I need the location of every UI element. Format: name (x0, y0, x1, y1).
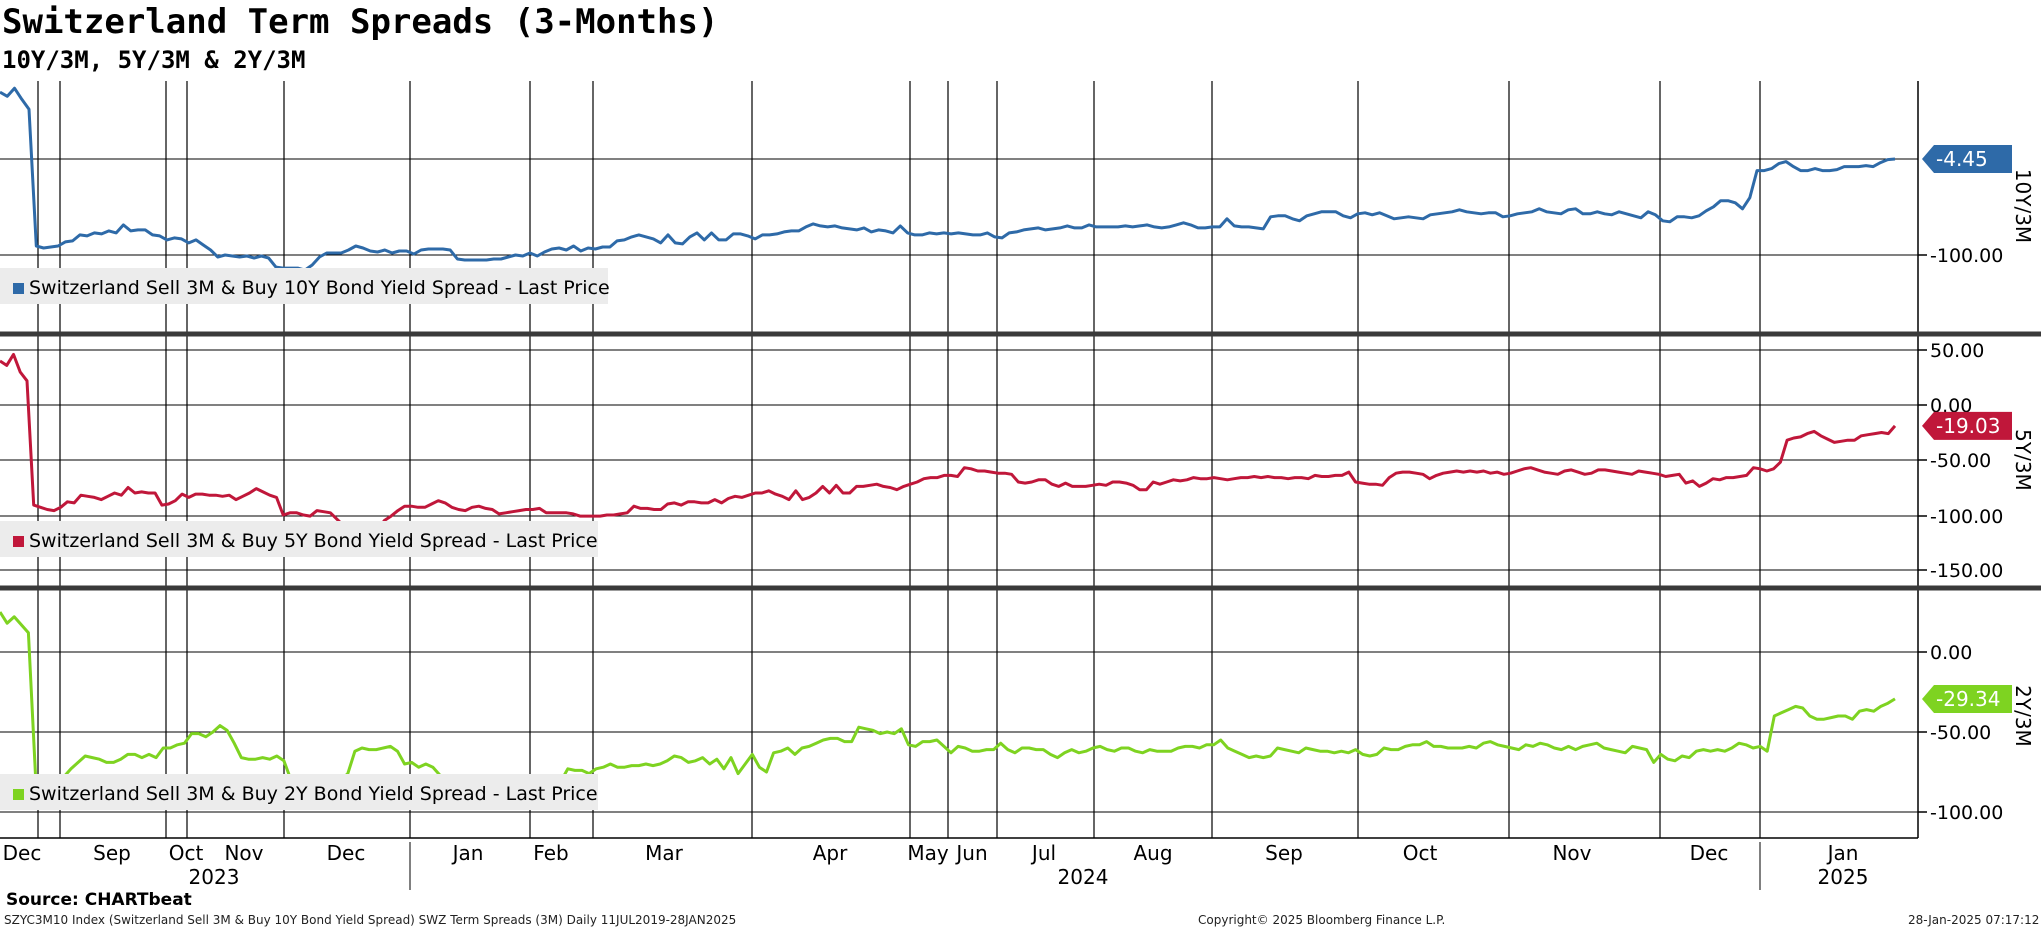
x-month-label-8: Apr (813, 841, 848, 865)
last-value-label-10y: -4.45 (1936, 147, 1988, 171)
legend-label-5y: Switzerland Sell 3M & Buy 5Y Bond Yield … (29, 530, 598, 552)
legend-box-5y (0, 521, 598, 557)
x-year-label-2: 2025 (1818, 865, 1869, 889)
y-tick-label-5y-0: 50.00 (1930, 340, 1984, 362)
x-month-label-17: Jan (1826, 841, 1859, 865)
x-month-label-14: Oct (1403, 841, 1438, 865)
x-month-label-5: Jan (451, 841, 484, 865)
series-line-5y (0, 352, 1897, 531)
chart-subtitle: 10Y/3M, 5Y/3M & 2Y/3M (2, 46, 306, 74)
x-month-label-16: Dec (1690, 841, 1729, 865)
axis-title-2y: 2Y/3M (2011, 685, 2035, 747)
source-label: Source: CHARTbeat (6, 890, 192, 910)
x-month-label-13: Sep (1265, 841, 1303, 865)
x-month-label-0: Dec (3, 841, 42, 865)
x-month-label-7: Mar (645, 841, 684, 865)
legend-swatch-2y (13, 789, 24, 800)
y-tick-label-2y-0: 0.00 (1930, 642, 1972, 664)
legend-box-2y (0, 774, 598, 810)
copyright: Copyright© 2025 Bloomberg Finance L.P. (1198, 913, 1446, 927)
x-month-label-12: Aug (1133, 841, 1172, 865)
axis-title-5y: 5Y/3M (2011, 429, 2035, 491)
x-month-label-3: Nov (224, 841, 263, 865)
x-month-label-4: Dec (327, 841, 366, 865)
x-month-label-6: Feb (533, 841, 568, 865)
x-month-label-15: Nov (1552, 841, 1591, 865)
legend-swatch-10y (13, 283, 24, 294)
last-value-tag-2y (1922, 684, 2012, 713)
y-tick-label-5y-4: -150.00 (1930, 560, 2003, 582)
x-month-label-9: May (907, 841, 949, 865)
x-month-label-1: Sep (93, 841, 131, 865)
last-value-tag-10y (1922, 145, 2012, 173)
x-month-label-2: Oct (169, 841, 204, 865)
x-month-label-11: Jul (1030, 841, 1056, 865)
index-info: SZYC3M10 Index (Switzerland Sell 3M & Bu… (4, 913, 737, 927)
y-tick-label-10y-0: -100.00 (1930, 245, 2003, 267)
timestamp: 28-Jan-2025 07:17:12 (1908, 913, 2040, 927)
x-year-label-0: 2023 (189, 865, 240, 889)
series-line-10y (0, 86, 1896, 272)
y-tick-label-5y-1: 0.00 (1930, 395, 1972, 417)
y-tick-label-2y-1: -50.00 (1930, 722, 1991, 744)
x-year-label-1: 2024 (1058, 865, 1109, 889)
legend-box-10y (0, 268, 608, 304)
y-tick-label-2y-2: -100.00 (1930, 802, 2003, 824)
legend-swatch-5y (13, 536, 24, 547)
axis-title-10y: 10Y/3M (2011, 169, 2035, 243)
y-tick-label-5y-2: -50.00 (1930, 450, 1991, 472)
legend-label-2y: Switzerland Sell 3M & Buy 2Y Bond Yield … (29, 783, 598, 805)
x-month-label-10: Jun (954, 841, 987, 865)
last-value-label-2y: -29.34 (1936, 687, 2000, 711)
chart-title: Switzerland Term Spreads (3-Months) (2, 2, 719, 42)
last-value-tag-5y (1922, 411, 2012, 440)
legend-label-10y: Switzerland Sell 3M & Buy 10Y Bond Yield… (29, 277, 610, 299)
last-value-label-5y: -19.03 (1936, 414, 2000, 438)
y-tick-label-5y-3: -100.00 (1930, 506, 2003, 528)
